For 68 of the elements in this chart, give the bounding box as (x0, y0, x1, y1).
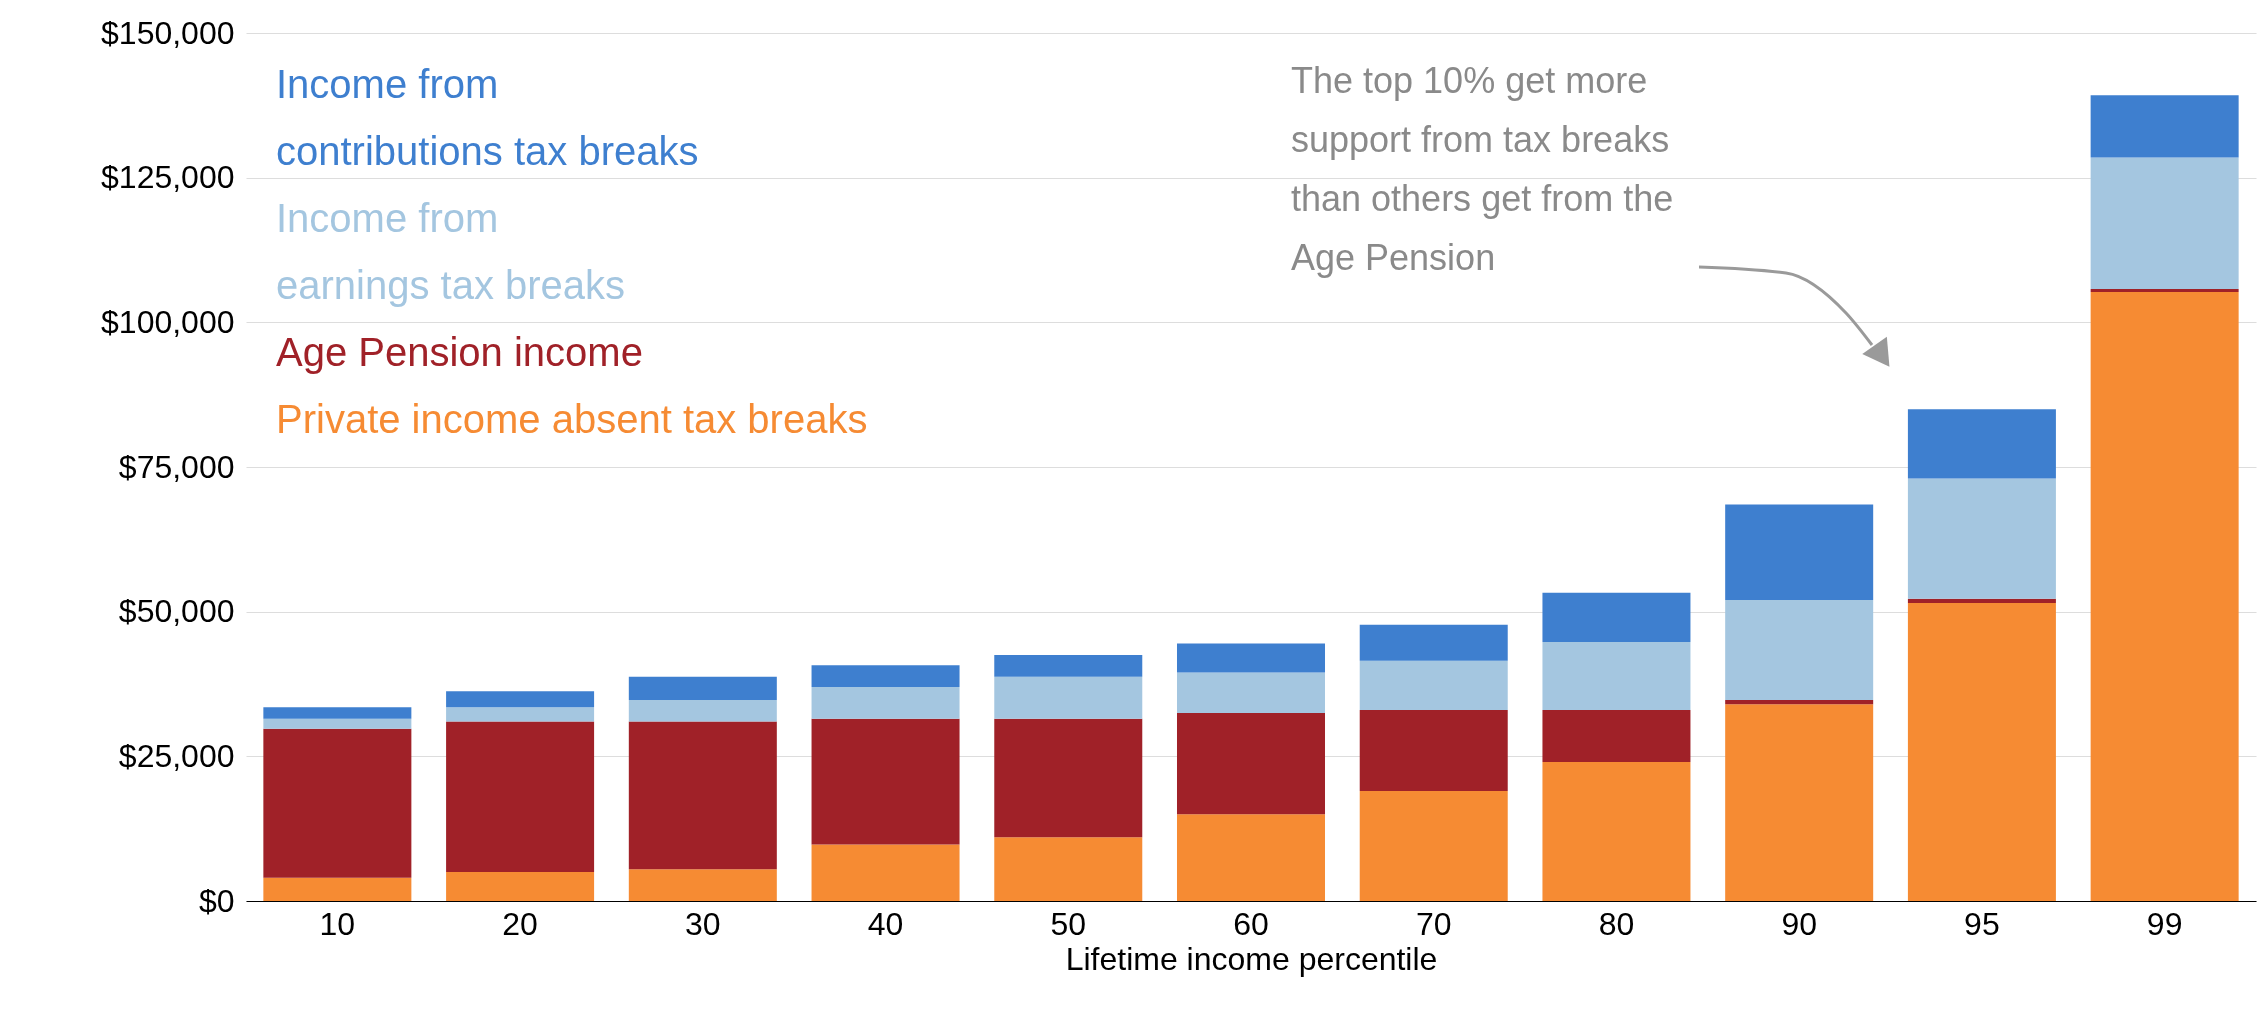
bar (1725, 600, 1874, 700)
x-tick-label: 80 (1598, 905, 1635, 942)
y-tick-label: $25,000 (118, 737, 235, 774)
bar (263, 718, 412, 729)
x-axis-title: Lifetime income percentile (1065, 940, 1438, 977)
bar (263, 707, 412, 719)
bar (446, 707, 595, 722)
bar (1359, 710, 1508, 792)
bar (1177, 712, 1325, 815)
y-tick-label: $150,000 (101, 14, 235, 51)
bar (2090, 289, 2239, 292)
bar (994, 655, 1143, 677)
bar (263, 877, 412, 901)
bar (1725, 699, 1874, 705)
bar (1907, 478, 2056, 599)
bar (2090, 157, 2239, 290)
bar (811, 686, 960, 719)
x-tick-label: 95 (1964, 905, 2000, 942)
bar (1542, 762, 1691, 901)
x-tick-label: 20 (502, 905, 538, 942)
bar (994, 718, 1143, 838)
text: Income from contributions tax breaks (276, 62, 699, 173)
bar (446, 721, 595, 873)
bar (1907, 409, 2056, 479)
y-tick-label: $50,000 (118, 593, 235, 630)
bar (1359, 791, 1508, 901)
bar (446, 691, 595, 708)
bar (2090, 291, 2239, 901)
bar (2090, 95, 2239, 158)
bar (1177, 672, 1325, 713)
bar (446, 872, 595, 901)
x-tick-label: 30 (685, 905, 721, 942)
y-tick-label: $75,000 (118, 448, 235, 485)
bar (1542, 710, 1691, 763)
bar (811, 844, 960, 901)
y-tick-label: $0 (198, 882, 235, 919)
bar (994, 837, 1143, 901)
bar (1359, 624, 1508, 661)
bar (811, 718, 960, 845)
bar (994, 676, 1143, 719)
bar (1907, 598, 2056, 603)
x-tick-label: 10 (319, 905, 356, 942)
bar (1177, 643, 1325, 673)
bar (628, 699, 777, 722)
x-tick-label: 99 (2146, 905, 2183, 942)
bar (628, 721, 777, 870)
bar (1542, 592, 1691, 643)
bar (1542, 642, 1691, 711)
y-tick-label: $100,000 (101, 303, 235, 340)
bar (811, 665, 960, 687)
text: Private income absent tax breaks (276, 397, 868, 441)
bar (1725, 504, 1874, 601)
annotation: The top 10% get more support from tax breaks than others get from the Age Pension (1291, 60, 1674, 278)
bar (628, 676, 777, 700)
text: Age Pension income (276, 330, 643, 374)
x-tick-label: 90 (1781, 905, 1817, 942)
bar (1907, 602, 2056, 901)
x-tick-label: 50 (1050, 905, 1087, 942)
bar (1725, 704, 1874, 901)
text: Income from earnings tax breaks (276, 196, 626, 307)
bar (628, 869, 777, 901)
x-tick-label: 40 (867, 905, 904, 942)
bar (263, 728, 412, 878)
x-tick-label: 60 (1233, 905, 1269, 942)
y-tick-label: $125,000 (101, 159, 235, 196)
bar (1359, 660, 1508, 711)
bar (1177, 814, 1325, 901)
x-tick-label: 70 (1415, 905, 1452, 942)
